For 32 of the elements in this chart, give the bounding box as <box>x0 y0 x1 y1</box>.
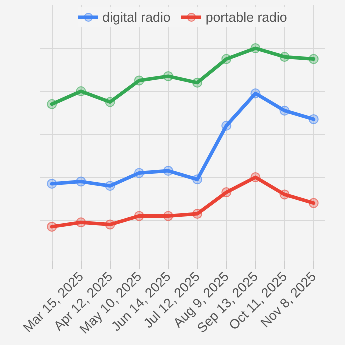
point <box>47 178 58 189</box>
point <box>47 99 58 110</box>
point <box>105 181 116 192</box>
point <box>163 71 174 82</box>
point <box>308 114 319 124</box>
point <box>192 174 203 185</box>
point <box>308 198 319 208</box>
point <box>47 222 58 232</box>
point <box>105 97 116 108</box>
legend-label: digital radio <box>102 10 171 24</box>
point <box>280 52 290 62</box>
point <box>308 54 319 64</box>
point <box>192 78 203 88</box>
point <box>222 54 232 64</box>
point <box>250 172 261 182</box>
point <box>192 209 203 220</box>
point <box>134 168 144 178</box>
point <box>76 86 86 96</box>
point <box>76 218 86 228</box>
point <box>134 211 144 222</box>
point <box>250 88 261 99</box>
legend-label: portable radio <box>206 10 288 24</box>
point <box>76 176 86 187</box>
point <box>163 166 174 176</box>
point <box>250 44 261 54</box>
point <box>222 188 232 198</box>
point <box>280 106 290 116</box>
point <box>134 76 144 86</box>
point <box>105 220 116 230</box>
point <box>163 211 174 222</box>
point <box>280 190 290 200</box>
point <box>222 120 232 131</box>
